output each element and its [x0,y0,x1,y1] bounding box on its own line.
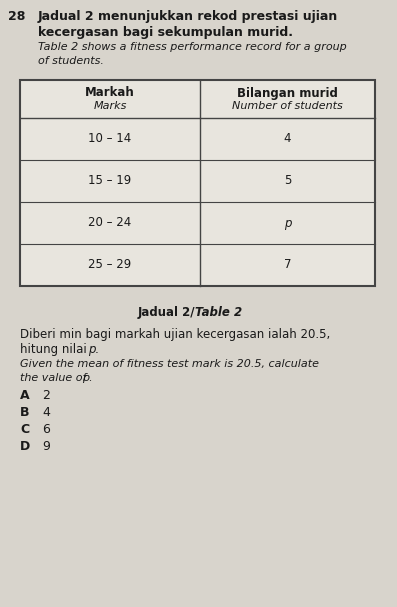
Text: C: C [20,423,29,436]
Text: Marks: Marks [93,101,127,111]
Text: B: B [20,406,29,419]
Text: 25 – 29: 25 – 29 [89,259,132,271]
Text: p.: p. [88,343,99,356]
Text: of students.: of students. [38,56,104,66]
Text: kecergasan bagi sekumpulan murid.: kecergasan bagi sekumpulan murid. [38,26,293,39]
Text: 10 – 14: 10 – 14 [89,132,132,146]
Bar [20,80,375,286]
Bar [20,80,375,286]
Text: D: D [20,440,30,453]
Text: p.: p. [82,373,93,383]
Text: 9: 9 [42,440,50,453]
Text: 7: 7 [284,259,291,271]
Text: 4: 4 [284,132,291,146]
Text: Number of students: Number of students [232,101,343,111]
Text: Jadual 2 menunjukkan rekod prestasi ujian: Jadual 2 menunjukkan rekod prestasi ujia… [38,10,338,23]
Text: Diberi min bagi markah ujian kecergasan ialah 20.5,: Diberi min bagi markah ujian kecergasan … [20,328,330,341]
Text: 6: 6 [42,423,50,436]
Text: 5: 5 [284,174,291,188]
Text: Given the mean of fitness test mark is 20.5, calculate: Given the mean of fitness test mark is 2… [20,359,319,369]
Text: Table 2: Table 2 [195,306,242,319]
Text: 2: 2 [42,389,50,402]
Text: hitung nilai: hitung nilai [20,343,91,356]
Text: the value of: the value of [20,373,90,383]
Text: 28: 28 [8,10,25,23]
Text: p: p [284,217,291,229]
Text: 15 – 19: 15 – 19 [89,174,132,188]
Text: 4: 4 [42,406,50,419]
Text: A: A [20,389,30,402]
Text: 20 – 24: 20 – 24 [89,217,132,229]
Text: Bilangan murid: Bilangan murid [237,87,338,100]
Text: Markah: Markah [85,87,135,100]
Text: Jadual 2/: Jadual 2/ [137,306,195,319]
Text: Table 2 shows a fitness performance record for a group: Table 2 shows a fitness performance reco… [38,42,347,52]
